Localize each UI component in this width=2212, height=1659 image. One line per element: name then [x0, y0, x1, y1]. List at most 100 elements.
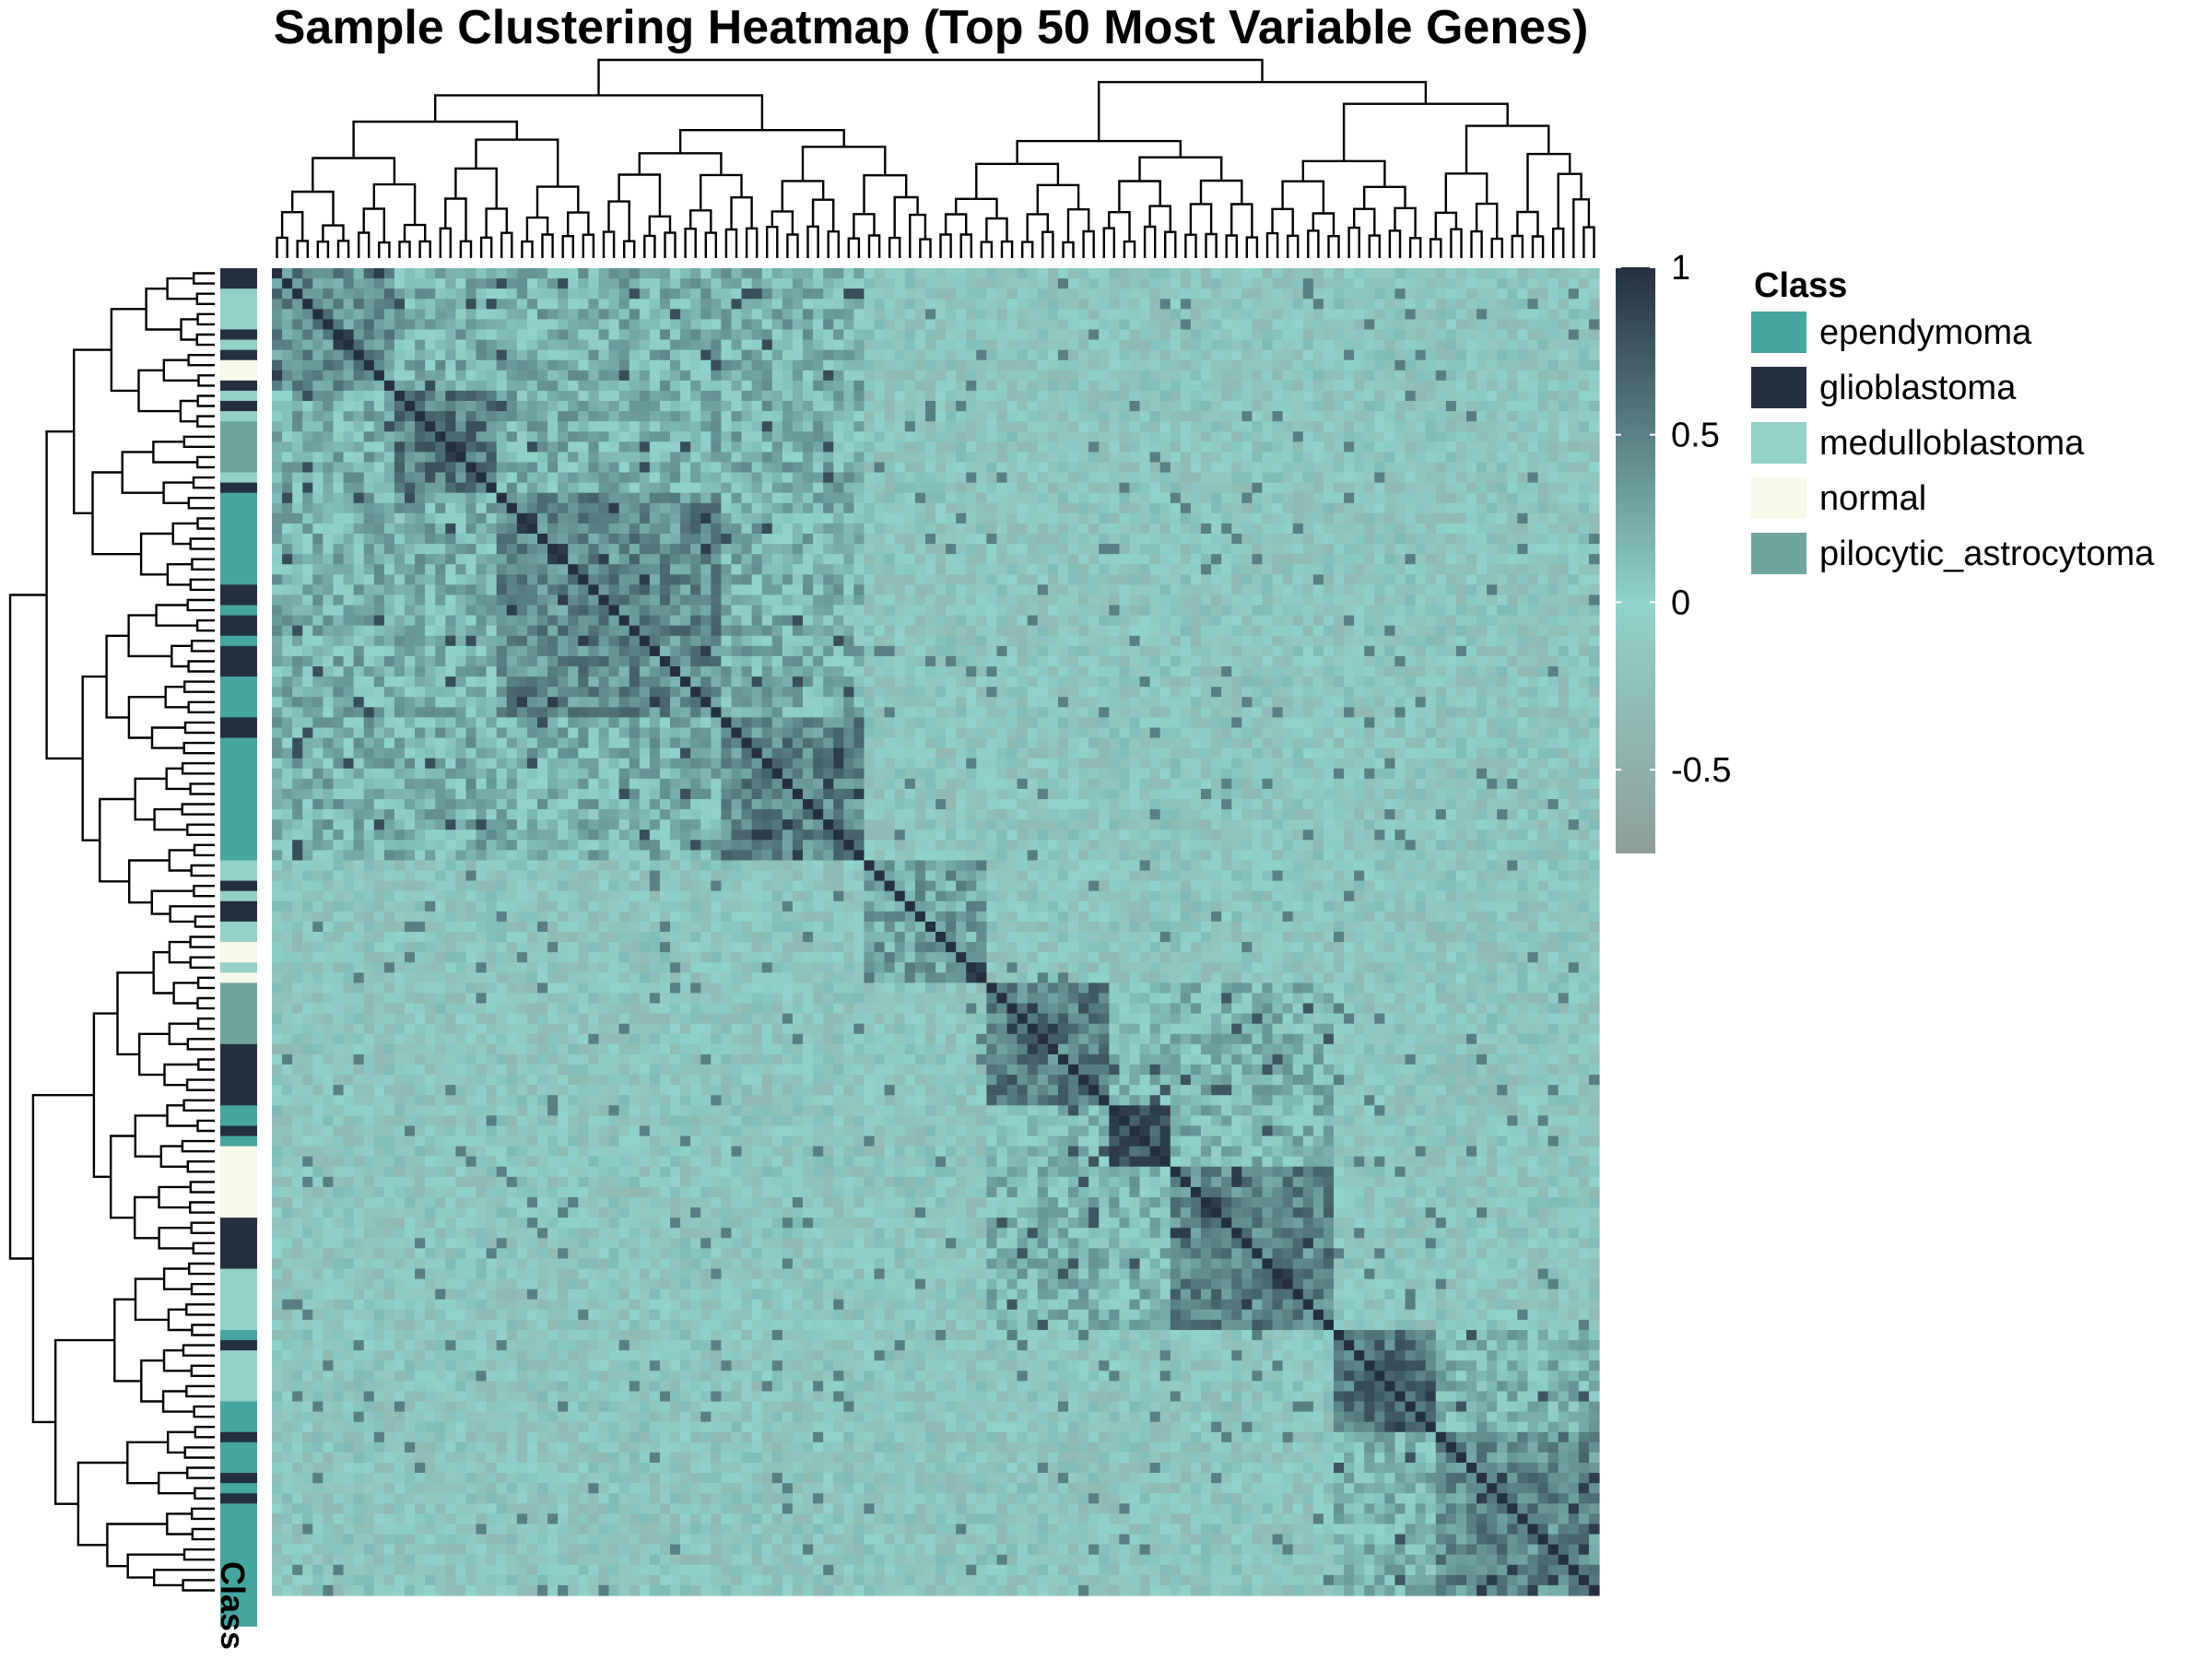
heatmap-cell — [996, 544, 1008, 555]
heatmap-cell — [1221, 329, 1232, 341]
heatmap-cell — [813, 390, 824, 402]
heatmap-cell — [639, 462, 651, 474]
heatmap-cell — [383, 278, 395, 289]
annotation-cell — [220, 932, 257, 943]
heatmap-cell — [455, 452, 467, 464]
heatmap-cell — [700, 492, 712, 504]
heatmap-cell — [1252, 452, 1264, 464]
heatmap-cell — [680, 339, 691, 351]
heatmap-cell — [1211, 431, 1222, 442]
heatmap-cell — [823, 523, 834, 535]
heatmap-cell — [1078, 278, 1089, 289]
heatmap-cell — [946, 411, 957, 422]
heatmap-cell — [904, 380, 916, 392]
heatmap-cell — [1262, 359, 1274, 371]
heatmap-cell — [537, 349, 548, 361]
heatmap-cell — [1057, 411, 1069, 422]
heatmap-cell — [1159, 452, 1171, 464]
heatmap-cell — [465, 319, 477, 331]
heatmap-cell — [935, 605, 947, 617]
heatmap-cell — [1455, 390, 1467, 402]
heatmap-cell — [1477, 462, 1488, 474]
heatmap-cell — [526, 441, 538, 453]
heatmap-cell — [292, 482, 303, 494]
heatmap-cell — [721, 299, 733, 310]
heatmap-cell — [1344, 431, 1355, 442]
heatmap-cell — [1527, 502, 1539, 514]
heatmap-cell — [843, 605, 854, 617]
heatmap-cell — [1588, 411, 1600, 422]
heatmap-cell — [1435, 359, 1447, 371]
heatmap-cell — [914, 411, 926, 422]
heatmap-cell — [1394, 309, 1406, 320]
heatmap-cell — [1201, 492, 1212, 504]
heatmap-cell — [506, 390, 518, 402]
heatmap-cell — [425, 492, 436, 504]
heatmap-cell — [383, 564, 395, 575]
heatmap-cell — [843, 554, 854, 565]
heatmap-cell — [323, 605, 335, 617]
heatmap-cell — [1477, 370, 1488, 382]
heatmap-cell — [1323, 421, 1335, 432]
heatmap-cell — [1435, 349, 1447, 361]
heatmap-cell — [1497, 268, 1508, 279]
heatmap-cell — [1099, 452, 1110, 464]
heatmap-cell — [1047, 401, 1059, 412]
heatmap-cell — [843, 502, 854, 514]
dendrogram-branch — [186, 598, 215, 612]
heatmap-cell — [1334, 370, 1345, 382]
heatmap-cell — [476, 534, 488, 545]
heatmap-cell — [853, 452, 865, 464]
heatmap-cell — [751, 605, 763, 617]
heatmap-cell — [1027, 421, 1039, 432]
heatmap-cell — [302, 299, 313, 310]
heatmap-cell — [1445, 574, 1457, 585]
heatmap-cell — [1027, 574, 1039, 585]
heatmap-cell — [353, 544, 365, 555]
heatmap-cell — [608, 584, 620, 596]
heatmap-cell — [1159, 564, 1171, 575]
heatmap-cell — [1547, 299, 1559, 310]
heatmap-cell — [823, 554, 834, 565]
heatmap-cell — [1588, 319, 1600, 331]
heatmap-cell — [1037, 502, 1049, 514]
heatmap-cell — [323, 339, 335, 351]
heatmap-cell — [282, 268, 293, 279]
heatmap-cell — [1129, 502, 1141, 514]
heatmap-cell — [659, 502, 671, 514]
heatmap-cell — [1415, 401, 1427, 412]
heatmap-cell — [1374, 534, 1385, 545]
dendrogram-branch — [153, 1569, 215, 1587]
heatmap-cell — [455, 390, 467, 402]
heatmap-cell — [425, 472, 436, 484]
heatmap-cell — [771, 462, 783, 474]
heatmap-cell — [415, 268, 426, 279]
heatmap-cell — [1354, 299, 1365, 310]
heatmap-cell — [843, 564, 854, 575]
heatmap-cell — [1455, 401, 1467, 412]
heatmap-cell — [1068, 615, 1079, 627]
heatmap-cell — [1231, 421, 1242, 432]
heatmap-cell — [1211, 390, 1222, 402]
heatmap-cell — [383, 554, 395, 565]
heatmap-cell — [1211, 462, 1222, 474]
heatmap-cell — [1558, 339, 1570, 351]
heatmap-cell — [1292, 319, 1304, 331]
annotation-cell — [220, 655, 257, 667]
heatmap-cell — [914, 349, 926, 361]
heatmap-cell — [1047, 349, 1059, 361]
heatmap-cell — [1119, 411, 1131, 422]
heatmap-cell — [1374, 319, 1385, 331]
heatmap-cell — [394, 594, 406, 606]
heatmap-cell — [670, 492, 681, 504]
heatmap-cell — [1170, 441, 1182, 453]
heatmap-cell — [823, 349, 834, 361]
heatmap-cell — [966, 482, 977, 494]
heatmap-cell — [394, 309, 406, 320]
heatmap-cell — [445, 502, 456, 514]
heatmap-cell — [1088, 523, 1100, 535]
heatmap-cell — [639, 288, 651, 300]
heatmap-cell — [588, 625, 600, 637]
dendrogram-branch — [1353, 207, 1376, 236]
heatmap-cell — [853, 319, 865, 331]
